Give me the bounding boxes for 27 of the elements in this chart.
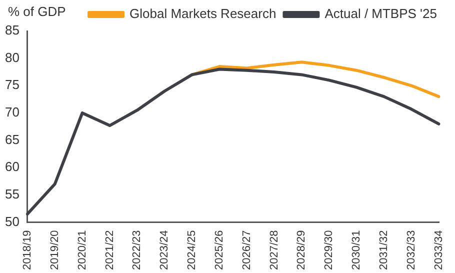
y-tick-label: 75 bbox=[4, 77, 20, 92]
y-tick-label: 70 bbox=[4, 104, 20, 120]
x-tick-label: 2020/21 bbox=[76, 230, 88, 270]
x-tick-label: 2028/29 bbox=[296, 230, 308, 270]
x-tick-label: 2021/22 bbox=[104, 230, 116, 270]
y-axis-title: % of GDP bbox=[8, 4, 66, 20]
x-tick-label: 2024/25 bbox=[186, 230, 198, 270]
y-tick-label: 80 bbox=[4, 50, 20, 65]
legend-label: Global Markets Research bbox=[130, 6, 276, 22]
x-tick-label: 2029/30 bbox=[323, 230, 336, 270]
x-tick-label: 2027/28 bbox=[268, 230, 280, 270]
y-tick-label: 85 bbox=[4, 22, 20, 38]
x-tick-label: 2018/19 bbox=[21, 230, 34, 270]
x-tick-label: 2022/23 bbox=[131, 230, 144, 270]
x-tick-label: 2033/34 bbox=[432, 230, 445, 270]
x-tick-label: 2030/31 bbox=[350, 230, 363, 270]
y-tick-label: 50 bbox=[4, 214, 20, 229]
y-tick-label: 65 bbox=[4, 132, 20, 147]
x-tick-label: 2023/24 bbox=[158, 230, 171, 270]
x-tick-label: 2031/32 bbox=[378, 230, 390, 270]
x-tick-label: 2025/26 bbox=[213, 230, 226, 270]
y-tick-label: 60 bbox=[4, 159, 20, 174]
x-tick-label: 2026/27 bbox=[240, 230, 253, 270]
x-tick-label: 2032/33 bbox=[405, 230, 418, 270]
y-tick-label: 55 bbox=[4, 186, 20, 202]
legend-label: Actual / MTBPS '25 bbox=[324, 6, 438, 22]
x-tick-label: 2019/20 bbox=[48, 230, 61, 270]
